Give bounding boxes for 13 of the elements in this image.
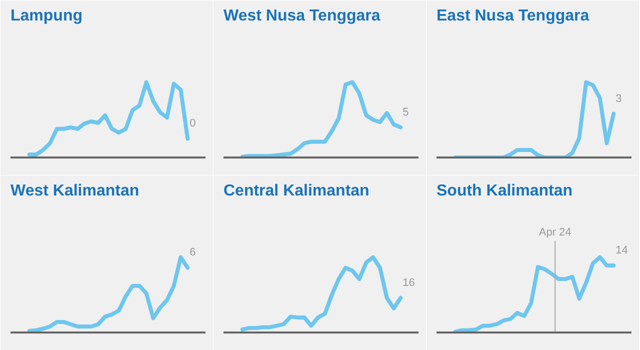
chart-title: Central Kalimantan xyxy=(224,182,370,200)
chart-title: West Kalimantan xyxy=(10,182,140,200)
annotation: 3 xyxy=(616,92,622,105)
chart-title: East Nusa Tenggara xyxy=(436,8,590,24)
annotation: 6 xyxy=(190,246,196,259)
chart-title: South Kalimantan xyxy=(436,182,573,200)
text: 14 xyxy=(616,244,628,256)
chart-title: West Nusa Tenggara xyxy=(224,8,380,24)
annotation: 16 xyxy=(402,276,415,289)
annotation: 0 xyxy=(190,118,196,130)
text: Apr 24 xyxy=(538,226,572,238)
annotation: 5 xyxy=(402,106,409,118)
chart-title: Lampung xyxy=(10,8,82,24)
